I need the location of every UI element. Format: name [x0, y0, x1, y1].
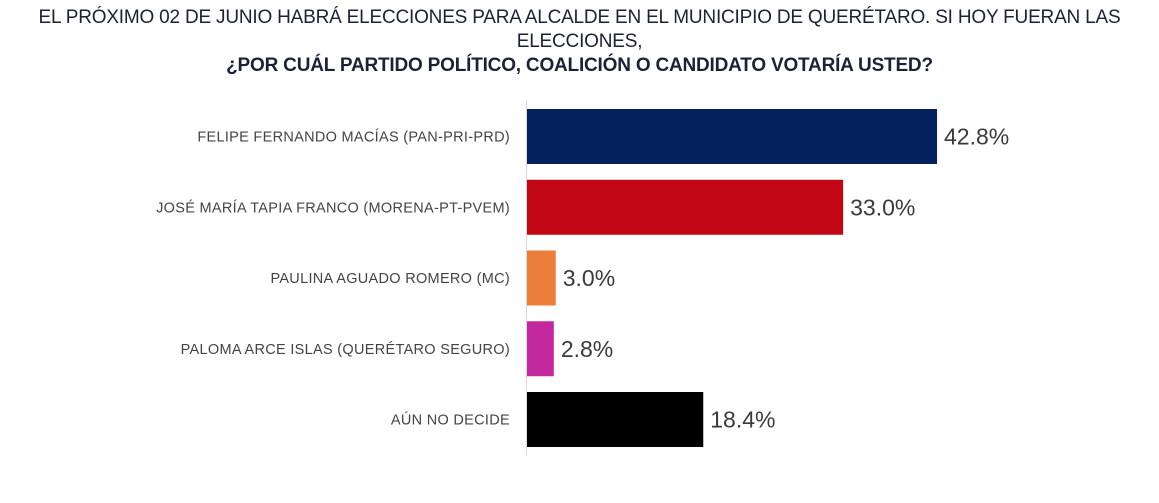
value-label: 18.4% — [710, 407, 775, 433]
category-label: PAULINA AGUADO ROMERO (MC) — [270, 271, 510, 287]
value-label: 33.0% — [850, 194, 915, 220]
bar — [527, 250, 556, 306]
bar — [527, 392, 704, 447]
category-label: JOSÉ MARÍA TAPIA FRANCO (MORENA-PT-PVEM) — [156, 199, 510, 216]
category-label: AÚN NO DECIDE — [391, 412, 510, 429]
value-label: 3.0% — [563, 265, 615, 291]
chart-header: EL PRÓXIMO 02 DE JUNIO HABRÁ ELECCIONES … — [0, 6, 1159, 78]
category-label: FELIPE FERNANDO MACÍAS (PAN-PRI-PRD) — [197, 129, 510, 146]
category-label: PALOMA ARCE ISLAS (QUERÉTARO SEGURO) — [181, 341, 510, 358]
value-label: 42.8% — [944, 124, 1009, 150]
value-label: 2.8% — [561, 336, 613, 362]
chart-subtitle: ¿POR CUÁL PARTIDO POLÍTICO, COALICIÓN O … — [226, 55, 933, 76]
bar — [527, 321, 554, 377]
chart-title: EL PRÓXIMO 02 DE JUNIO HABRÁ ELECCIONES … — [38, 7, 1121, 52]
bar — [527, 109, 938, 164]
bar — [527, 179, 844, 235]
